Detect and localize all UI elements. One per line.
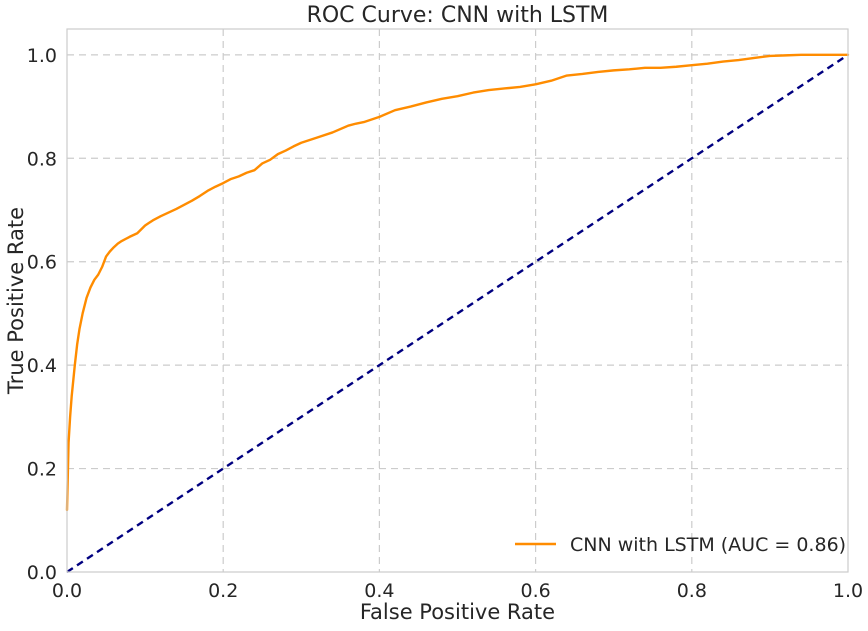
legend: CNN with LSTM (AUC = 0.86) [515,534,846,556]
y-tick-label: 0.8 [27,148,57,170]
legend-label: CNN with LSTM (AUC = 0.86) [570,534,846,556]
x-tick-label: 0.2 [208,580,238,602]
plot-lines [65,53,850,574]
x-tick-label: 0.6 [520,580,550,602]
y-tick-label: 0.6 [27,252,57,274]
chance-diagonal-line [66,53,849,574]
y-axis-label: True Positive Rate [4,207,28,395]
x-tick-label: 1.0 [833,580,863,602]
y-tick-label: 1.0 [27,45,57,67]
chart-title: ROC Curve: CNN with LSTM [307,3,609,28]
x-tick-label: 0.4 [364,580,394,602]
x-tick-label: 0.8 [677,580,707,602]
plot-frame [66,28,849,573]
y-tick-label: 0.4 [27,355,57,377]
tick-labels: 0.0 0.2 0.4 0.6 0.8 1.0 0.0 0.2 0.4 0.6 0.8 1.0 [27,45,863,602]
x-tick-label: 0.0 [52,580,82,602]
roc-curve-line [65,53,850,512]
y-tick-label: 0.0 [27,562,57,584]
y-tick-label: 0.2 [27,459,57,481]
x-axis-label: False Positive Rate [360,600,555,624]
grid [67,29,848,572]
